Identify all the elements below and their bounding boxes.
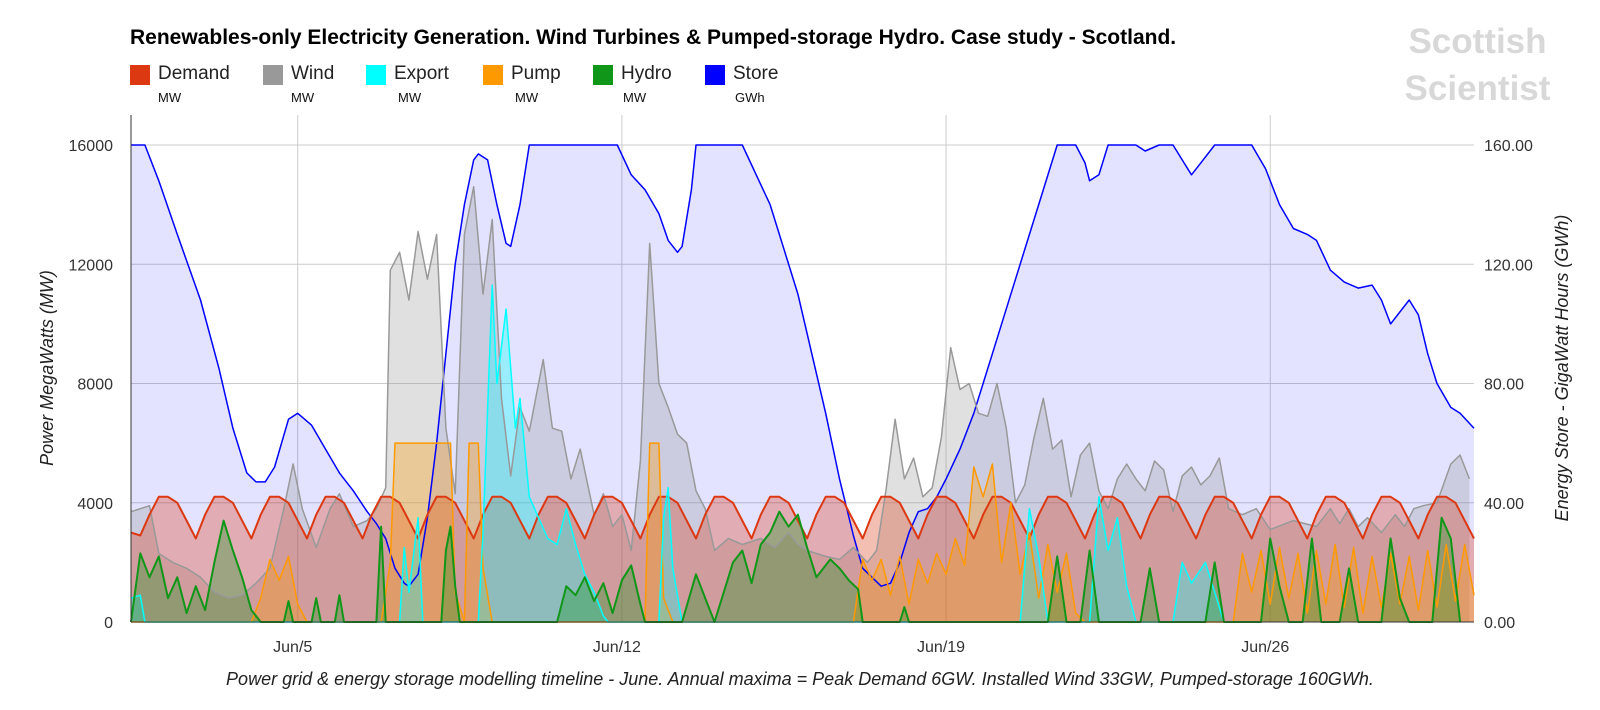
series-area-store [131,145,1474,622]
grid [131,115,1474,622]
legend-unit-wind: MW [291,90,315,105]
legend-label-hydro: Hydro [621,63,672,84]
series-area-pump [131,443,1474,622]
legend-unit-hydro: MW [623,90,647,105]
chart-footer: Power grid & energy storage modelling ti… [226,669,1374,689]
series-lines [130,144,1475,623]
left-axis-title: Power MegaWatts (MW) [37,270,57,466]
series-area-wind [131,186,1470,622]
series-line-store [131,144,1475,587]
legend-swatch-store [705,65,725,85]
x-tick-label: Jun/12 [593,639,641,656]
y-right-tick-label: 0.00 [1484,615,1515,632]
y-left-tick-label: 4000 [77,496,113,513]
watermark: Scottish Scientist [1385,18,1570,112]
right-axis-title: Energy Store - GigaWatt Hours (GWh) [1552,215,1572,522]
x-tick-label: Jun/19 [917,639,965,656]
legend-swatch-wind [263,65,283,85]
series-areas [131,145,1474,622]
series-area-export [131,285,1224,622]
y-left-tick-label: 12000 [69,257,114,274]
legend-label-wind: Wind [291,63,335,84]
x-tick-label: Jun/26 [1241,639,1289,656]
series-line-pump [131,442,1475,623]
legend-swatch-export [366,65,386,85]
legend-swatch-pump [483,65,503,85]
y-right-tick-label: 160.00 [1484,138,1533,155]
y-right-tick-label: 40.00 [1484,496,1524,513]
legend-label-export: Export [394,63,449,84]
legend-label-store: Store [733,63,779,84]
legend-unit-store: GWh [735,90,765,105]
y-left-tick-label: 16000 [69,138,114,155]
watermark-line-1: Scottish [1408,22,1547,61]
watermark-line-2: Scientist [1404,69,1551,108]
legend-unit-demand: MW [158,90,182,105]
y-left-tick-label: 0 [104,615,113,632]
y-right-tick-label: 120.00 [1484,257,1533,274]
axis-ticks: 0 4000 8000 12000 16000 0.00 40.00 80.00 120.00 1… [69,138,1534,656]
series-area-hydro [131,511,1461,622]
legend-swatch-demand [130,65,150,85]
legend-unit-export: MW [398,90,422,105]
legend-swatch-hydro [593,65,613,85]
legend-label-demand: Demand [158,63,230,84]
series-line-hydro [130,510,1462,623]
y-right-tick-label: 80.00 [1484,377,1524,394]
x-tick-label: Jun/5 [273,639,312,656]
y-left-tick-label: 8000 [77,377,113,394]
legend-label-pump: Pump [511,63,561,84]
legend-unit-pump: MW [515,90,539,105]
chart-title: Renewables-only Electricity Generation. … [130,26,1177,49]
